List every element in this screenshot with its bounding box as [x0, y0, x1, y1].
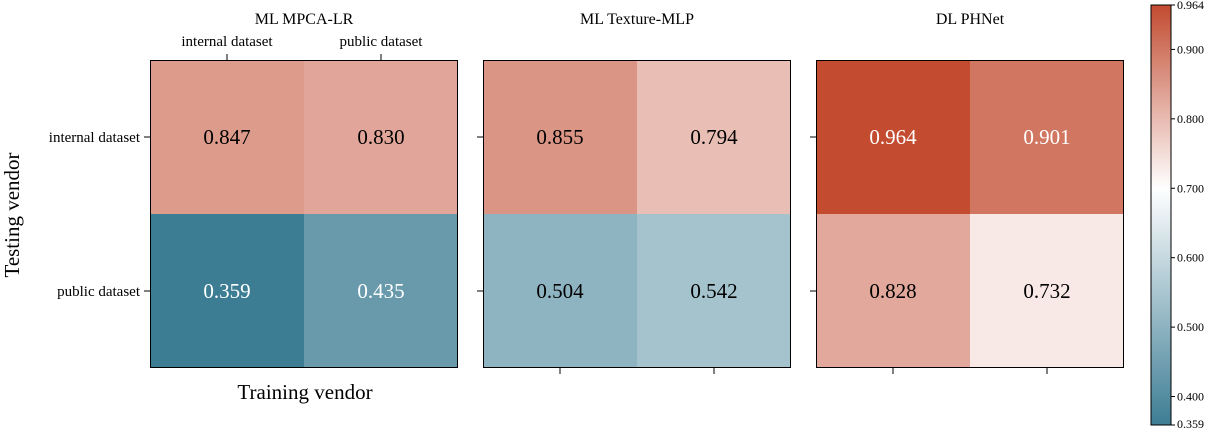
colorbar-tick-label: 0.500	[1177, 320, 1204, 334]
cell-value-label: 0.901	[1023, 125, 1070, 149]
colorbar-tick-label: 0.800	[1177, 112, 1204, 126]
y-tick-label: public dataset	[57, 284, 141, 300]
heatmap-cell	[150, 60, 304, 214]
cell-value-label: 0.847	[203, 125, 250, 149]
heatmap-panel: 0.855 0.794 0.504 0.542 ML Texture-MLP	[477, 11, 791, 374]
x-tick-label: internal dataset	[181, 34, 273, 50]
panel-frame	[816, 60, 1124, 368]
cell-value-label: 0.964	[869, 125, 917, 149]
heatmap-cell	[637, 214, 791, 368]
cell-value-label: 0.435	[357, 279, 404, 303]
colorbar-tick-label: 0.900	[1177, 42, 1204, 56]
panel-frame	[483, 60, 791, 368]
cell-value-label: 0.732	[1023, 279, 1070, 303]
heatmap-cell	[483, 60, 637, 214]
y-tick-label: internal dataset	[49, 130, 141, 146]
cell-value-label: 0.542	[690, 279, 737, 303]
panel-title: DL PHNet	[936, 11, 1005, 28]
y-axis-label: Testing vendor	[0, 152, 24, 277]
heatmap-cell	[816, 214, 970, 368]
heatmap-panels: 0.847 0.830 0.359 0.435 ML MPCA-LR internal d…	[49, 11, 1124, 374]
panel-title: ML MPCA-LR	[255, 11, 354, 28]
heatmap-cell	[304, 214, 458, 368]
x-tick-label: public dataset	[340, 34, 424, 50]
cell-value-label: 0.855	[536, 125, 583, 149]
panel-frame	[150, 60, 458, 368]
heatmap-cell	[637, 60, 791, 214]
cell-value-label: 0.359	[203, 279, 250, 303]
heatmap-cell	[816, 60, 970, 214]
heatmap-panel: 0.964 0.901 0.828 0.732 DL PHNet	[810, 11, 1124, 374]
heatmap-cell	[970, 214, 1124, 368]
colorbar-gradient	[1150, 4, 1172, 426]
panel-title: ML Texture-MLP	[580, 11, 694, 28]
cell-value-label: 0.794	[690, 125, 738, 149]
colorbar: 0.964 0.900 0.800 0.700 0.600 0.500 0.400 0.359	[1150, 0, 1204, 431]
heatmap-cell	[150, 214, 304, 368]
colorbar-tick-label: 0.700	[1177, 181, 1204, 195]
cell-value-label: 0.504	[536, 279, 584, 303]
cell-value-label: 0.828	[869, 279, 916, 303]
colorbar-tick-label: 0.964	[1177, 0, 1204, 12]
heatmap-cell	[483, 214, 637, 368]
colorbar-tick-label: 0.600	[1177, 251, 1204, 265]
heatmap-cell	[970, 60, 1124, 214]
heatmap-panel: 0.847 0.830 0.359 0.435 ML MPCA-LR internal d…	[49, 11, 458, 368]
cell-value-label: 0.830	[357, 125, 404, 149]
colorbar-tick-label: 0.400	[1177, 390, 1204, 404]
heatmap-cell	[304, 60, 458, 214]
colorbar-tick-label: 0.359	[1177, 417, 1204, 431]
x-axis-label: Training vendor	[237, 380, 372, 404]
